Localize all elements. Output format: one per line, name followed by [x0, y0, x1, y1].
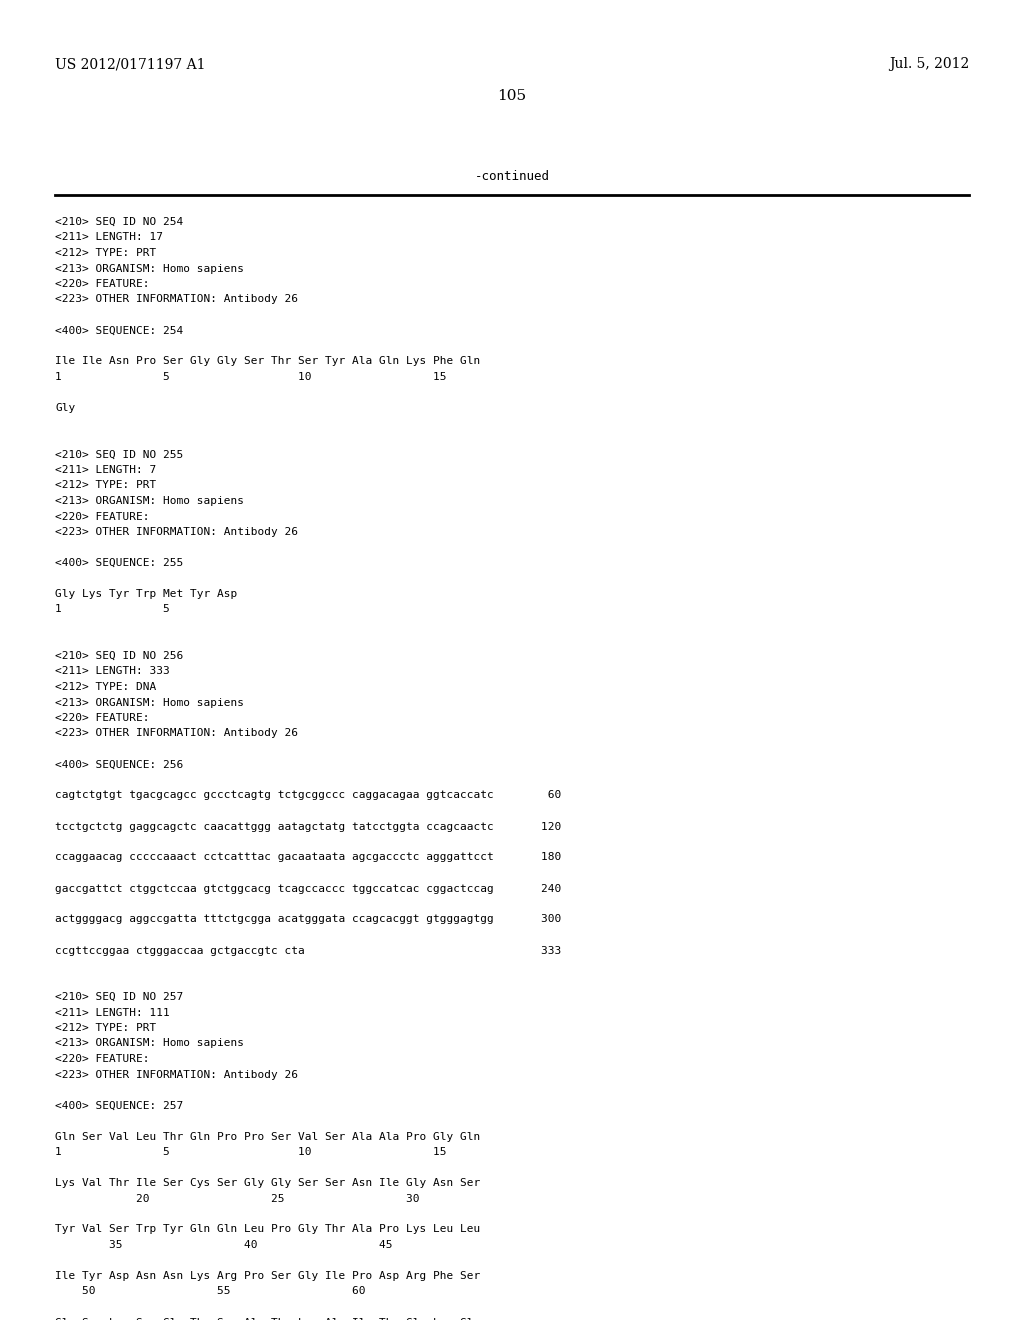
Text: Gly: Gly — [55, 403, 75, 413]
Text: <400> SEQUENCE: 255: <400> SEQUENCE: 255 — [55, 558, 183, 568]
Text: <220> FEATURE:: <220> FEATURE: — [55, 713, 150, 723]
Text: actggggacg aggccgatta tttctgcgga acatgggata ccagcacggt gtgggagtgg       300: actggggacg aggccgatta tttctgcgga acatggg… — [55, 915, 561, 924]
Text: <400> SEQUENCE: 254: <400> SEQUENCE: 254 — [55, 326, 183, 335]
Text: <211> LENGTH: 7: <211> LENGTH: 7 — [55, 465, 157, 475]
Text: <210> SEQ ID NO 257: <210> SEQ ID NO 257 — [55, 993, 183, 1002]
Text: 1               5: 1 5 — [55, 605, 170, 615]
Text: tcctgctctg gaggcagctc caacattggg aatagctatg tatcctggta ccagcaactc       120: tcctgctctg gaggcagctc caacattggg aatagct… — [55, 821, 561, 832]
Text: <220> FEATURE:: <220> FEATURE: — [55, 511, 150, 521]
Text: <212> TYPE: PRT: <212> TYPE: PRT — [55, 248, 157, 257]
Text: <212> TYPE: DNA: <212> TYPE: DNA — [55, 682, 157, 692]
Text: 20                  25                  30: 20 25 30 — [55, 1193, 420, 1204]
Text: Gln Ser Val Leu Thr Gln Pro Pro Ser Val Ser Ala Ala Pro Gly Gln: Gln Ser Val Leu Thr Gln Pro Pro Ser Val … — [55, 1131, 480, 1142]
Text: Lys Val Thr Ile Ser Cys Ser Gly Gly Ser Ser Asn Ile Gly Asn Ser: Lys Val Thr Ile Ser Cys Ser Gly Gly Ser … — [55, 1177, 480, 1188]
Text: <220> FEATURE:: <220> FEATURE: — [55, 279, 150, 289]
Text: <213> ORGANISM: Homo sapiens: <213> ORGANISM: Homo sapiens — [55, 1039, 244, 1048]
Text: <223> OTHER INFORMATION: Antibody 26: <223> OTHER INFORMATION: Antibody 26 — [55, 294, 298, 305]
Text: cagtctgtgt tgacgcagcc gccctcagtg tctgcggccc caggacagaa ggtcaccatc        60: cagtctgtgt tgacgcagcc gccctcagtg tctgcgg… — [55, 791, 561, 800]
Text: <213> ORGANISM: Homo sapiens: <213> ORGANISM: Homo sapiens — [55, 697, 244, 708]
Text: <213> ORGANISM: Homo sapiens: <213> ORGANISM: Homo sapiens — [55, 496, 244, 506]
Text: <223> OTHER INFORMATION: Antibody 26: <223> OTHER INFORMATION: Antibody 26 — [55, 729, 298, 738]
Text: <212> TYPE: PRT: <212> TYPE: PRT — [55, 1023, 157, 1034]
Text: <400> SEQUENCE: 257: <400> SEQUENCE: 257 — [55, 1101, 183, 1110]
Text: 50                  55                  60: 50 55 60 — [55, 1287, 366, 1296]
Text: Ile Ile Asn Pro Ser Gly Gly Ser Thr Ser Tyr Ala Gln Lys Phe Gln: Ile Ile Asn Pro Ser Gly Gly Ser Thr Ser … — [55, 356, 480, 367]
Text: 105: 105 — [498, 88, 526, 103]
Text: Gly Ser Lys Ser Gly Thr Ser Ala Thr Leu Ala Ile Thr Gly Leu Gln: Gly Ser Lys Ser Gly Thr Ser Ala Thr Leu … — [55, 1317, 480, 1320]
Text: <210> SEQ ID NO 254: <210> SEQ ID NO 254 — [55, 216, 183, 227]
Text: <210> SEQ ID NO 255: <210> SEQ ID NO 255 — [55, 450, 183, 459]
Text: <223> OTHER INFORMATION: Antibody 26: <223> OTHER INFORMATION: Antibody 26 — [55, 527, 298, 537]
Text: <211> LENGTH: 333: <211> LENGTH: 333 — [55, 667, 170, 676]
Text: <212> TYPE: PRT: <212> TYPE: PRT — [55, 480, 157, 491]
Text: gaccgattct ctggctccaa gtctggcacg tcagccaccc tggccatcac cggactccag       240: gaccgattct ctggctccaa gtctggcacg tcagcca… — [55, 883, 561, 894]
Text: <211> LENGTH: 111: <211> LENGTH: 111 — [55, 1007, 170, 1018]
Text: 1               5                   10                  15: 1 5 10 15 — [55, 372, 446, 381]
Text: <210> SEQ ID NO 256: <210> SEQ ID NO 256 — [55, 651, 183, 661]
Text: <211> LENGTH: 17: <211> LENGTH: 17 — [55, 232, 163, 243]
Text: 35                  40                  45: 35 40 45 — [55, 1239, 392, 1250]
Text: -continued: -continued — [474, 170, 550, 183]
Text: ccaggaacag cccccaaact cctcatttac gacaataata agcgaccctc agggattcct       180: ccaggaacag cccccaaact cctcatttac gacaata… — [55, 853, 561, 862]
Text: <213> ORGANISM: Homo sapiens: <213> ORGANISM: Homo sapiens — [55, 264, 244, 273]
Text: Tyr Val Ser Trp Tyr Gln Gln Leu Pro Gly Thr Ala Pro Lys Leu Leu: Tyr Val Ser Trp Tyr Gln Gln Leu Pro Gly … — [55, 1225, 480, 1234]
Text: 1               5                   10                  15: 1 5 10 15 — [55, 1147, 446, 1158]
Text: ccgttccggaa ctgggaccaa gctgaccgtc cta                                   333: ccgttccggaa ctgggaccaa gctgaccgtc cta 33… — [55, 945, 561, 956]
Text: Gly Lys Tyr Trp Met Tyr Asp: Gly Lys Tyr Trp Met Tyr Asp — [55, 589, 238, 599]
Text: US 2012/0171197 A1: US 2012/0171197 A1 — [55, 57, 206, 71]
Text: <223> OTHER INFORMATION: Antibody 26: <223> OTHER INFORMATION: Antibody 26 — [55, 1069, 298, 1080]
Text: <400> SEQUENCE: 256: <400> SEQUENCE: 256 — [55, 759, 183, 770]
Text: Jul. 5, 2012: Jul. 5, 2012 — [889, 57, 969, 71]
Text: <220> FEATURE:: <220> FEATURE: — [55, 1053, 150, 1064]
Text: Ile Tyr Asp Asn Asn Lys Arg Pro Ser Gly Ile Pro Asp Arg Phe Ser: Ile Tyr Asp Asn Asn Lys Arg Pro Ser Gly … — [55, 1271, 480, 1280]
